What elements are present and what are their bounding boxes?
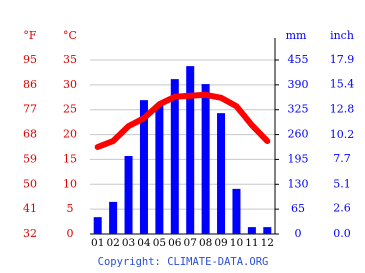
temperature-line bbox=[94, 91, 271, 150]
tick-label: 68 bbox=[23, 128, 37, 141]
tick-label: 325 bbox=[288, 103, 309, 116]
tick-label: 0.0 bbox=[333, 227, 351, 240]
x-tick-label: 08 bbox=[199, 237, 212, 249]
bar bbox=[93, 217, 102, 234]
tick-label: 10.2 bbox=[330, 128, 355, 141]
bar bbox=[155, 103, 164, 234]
tick-label: 10 bbox=[63, 177, 77, 190]
tick-label: 130 bbox=[288, 177, 309, 190]
x-tick-label: 11 bbox=[245, 237, 258, 249]
x-tick-label: 02 bbox=[106, 237, 119, 249]
tick-label: 95 bbox=[23, 53, 37, 66]
tick-label: 50 bbox=[23, 177, 37, 190]
f-axis-label: °F bbox=[23, 29, 37, 42]
tick-label: 15.4 bbox=[330, 77, 355, 90]
tick-label: 41 bbox=[23, 202, 37, 215]
x-tick-label: 03 bbox=[122, 237, 135, 249]
bar bbox=[247, 227, 256, 234]
tick-label: 32 bbox=[23, 227, 37, 240]
tick-label: 7.7 bbox=[333, 152, 351, 165]
x-tick-label: 01 bbox=[91, 237, 104, 249]
tick-label: 2.6 bbox=[333, 202, 351, 215]
bar bbox=[186, 66, 195, 234]
bar bbox=[139, 100, 148, 235]
tick-label: 15 bbox=[63, 152, 77, 165]
inch-axis-label: inch bbox=[330, 29, 354, 42]
tick-label: 77 bbox=[23, 103, 37, 116]
tick-label: 86 bbox=[23, 78, 37, 91]
x-tick-label: 09 bbox=[214, 237, 227, 249]
bar bbox=[170, 79, 179, 234]
tick-label: 35 bbox=[63, 53, 77, 66]
tick-label: 455 bbox=[288, 53, 309, 66]
tick-label: 25 bbox=[63, 103, 77, 116]
tick-label: 0 bbox=[295, 227, 302, 240]
c-axis-label: °C bbox=[63, 29, 77, 42]
tick-label: 0 bbox=[67, 227, 74, 240]
footer: Copyright: CLIMATE-DATA.ORG bbox=[98, 256, 269, 268]
tick-label: 195 bbox=[288, 152, 309, 165]
bar bbox=[217, 113, 226, 234]
x-tick-label: 10 bbox=[230, 237, 243, 249]
tick-label: 30 bbox=[63, 78, 77, 91]
x-tick-label: 12 bbox=[261, 237, 274, 249]
tick-label: 12.8 bbox=[330, 103, 355, 116]
mm-axis-label: mm bbox=[286, 29, 307, 42]
bar bbox=[124, 155, 133, 234]
tick-label: 260 bbox=[288, 128, 309, 141]
bar bbox=[263, 227, 272, 234]
bar bbox=[201, 84, 210, 234]
tick-label: 390 bbox=[288, 78, 309, 91]
x-tick-label: 06 bbox=[168, 237, 182, 249]
x-tick-label: 04 bbox=[137, 237, 151, 249]
tick-label: 5.1 bbox=[333, 177, 351, 190]
tick-label: 5 bbox=[67, 202, 74, 215]
tick-label: 20 bbox=[63, 128, 77, 141]
tick-label: 65 bbox=[291, 202, 305, 215]
x-tick-label: 05 bbox=[153, 237, 166, 249]
bar bbox=[232, 188, 241, 234]
bar bbox=[109, 201, 118, 234]
tick-label: 17.9 bbox=[330, 53, 355, 66]
x-tick-label: 07 bbox=[184, 237, 197, 249]
tick-label: 59 bbox=[23, 152, 37, 165]
